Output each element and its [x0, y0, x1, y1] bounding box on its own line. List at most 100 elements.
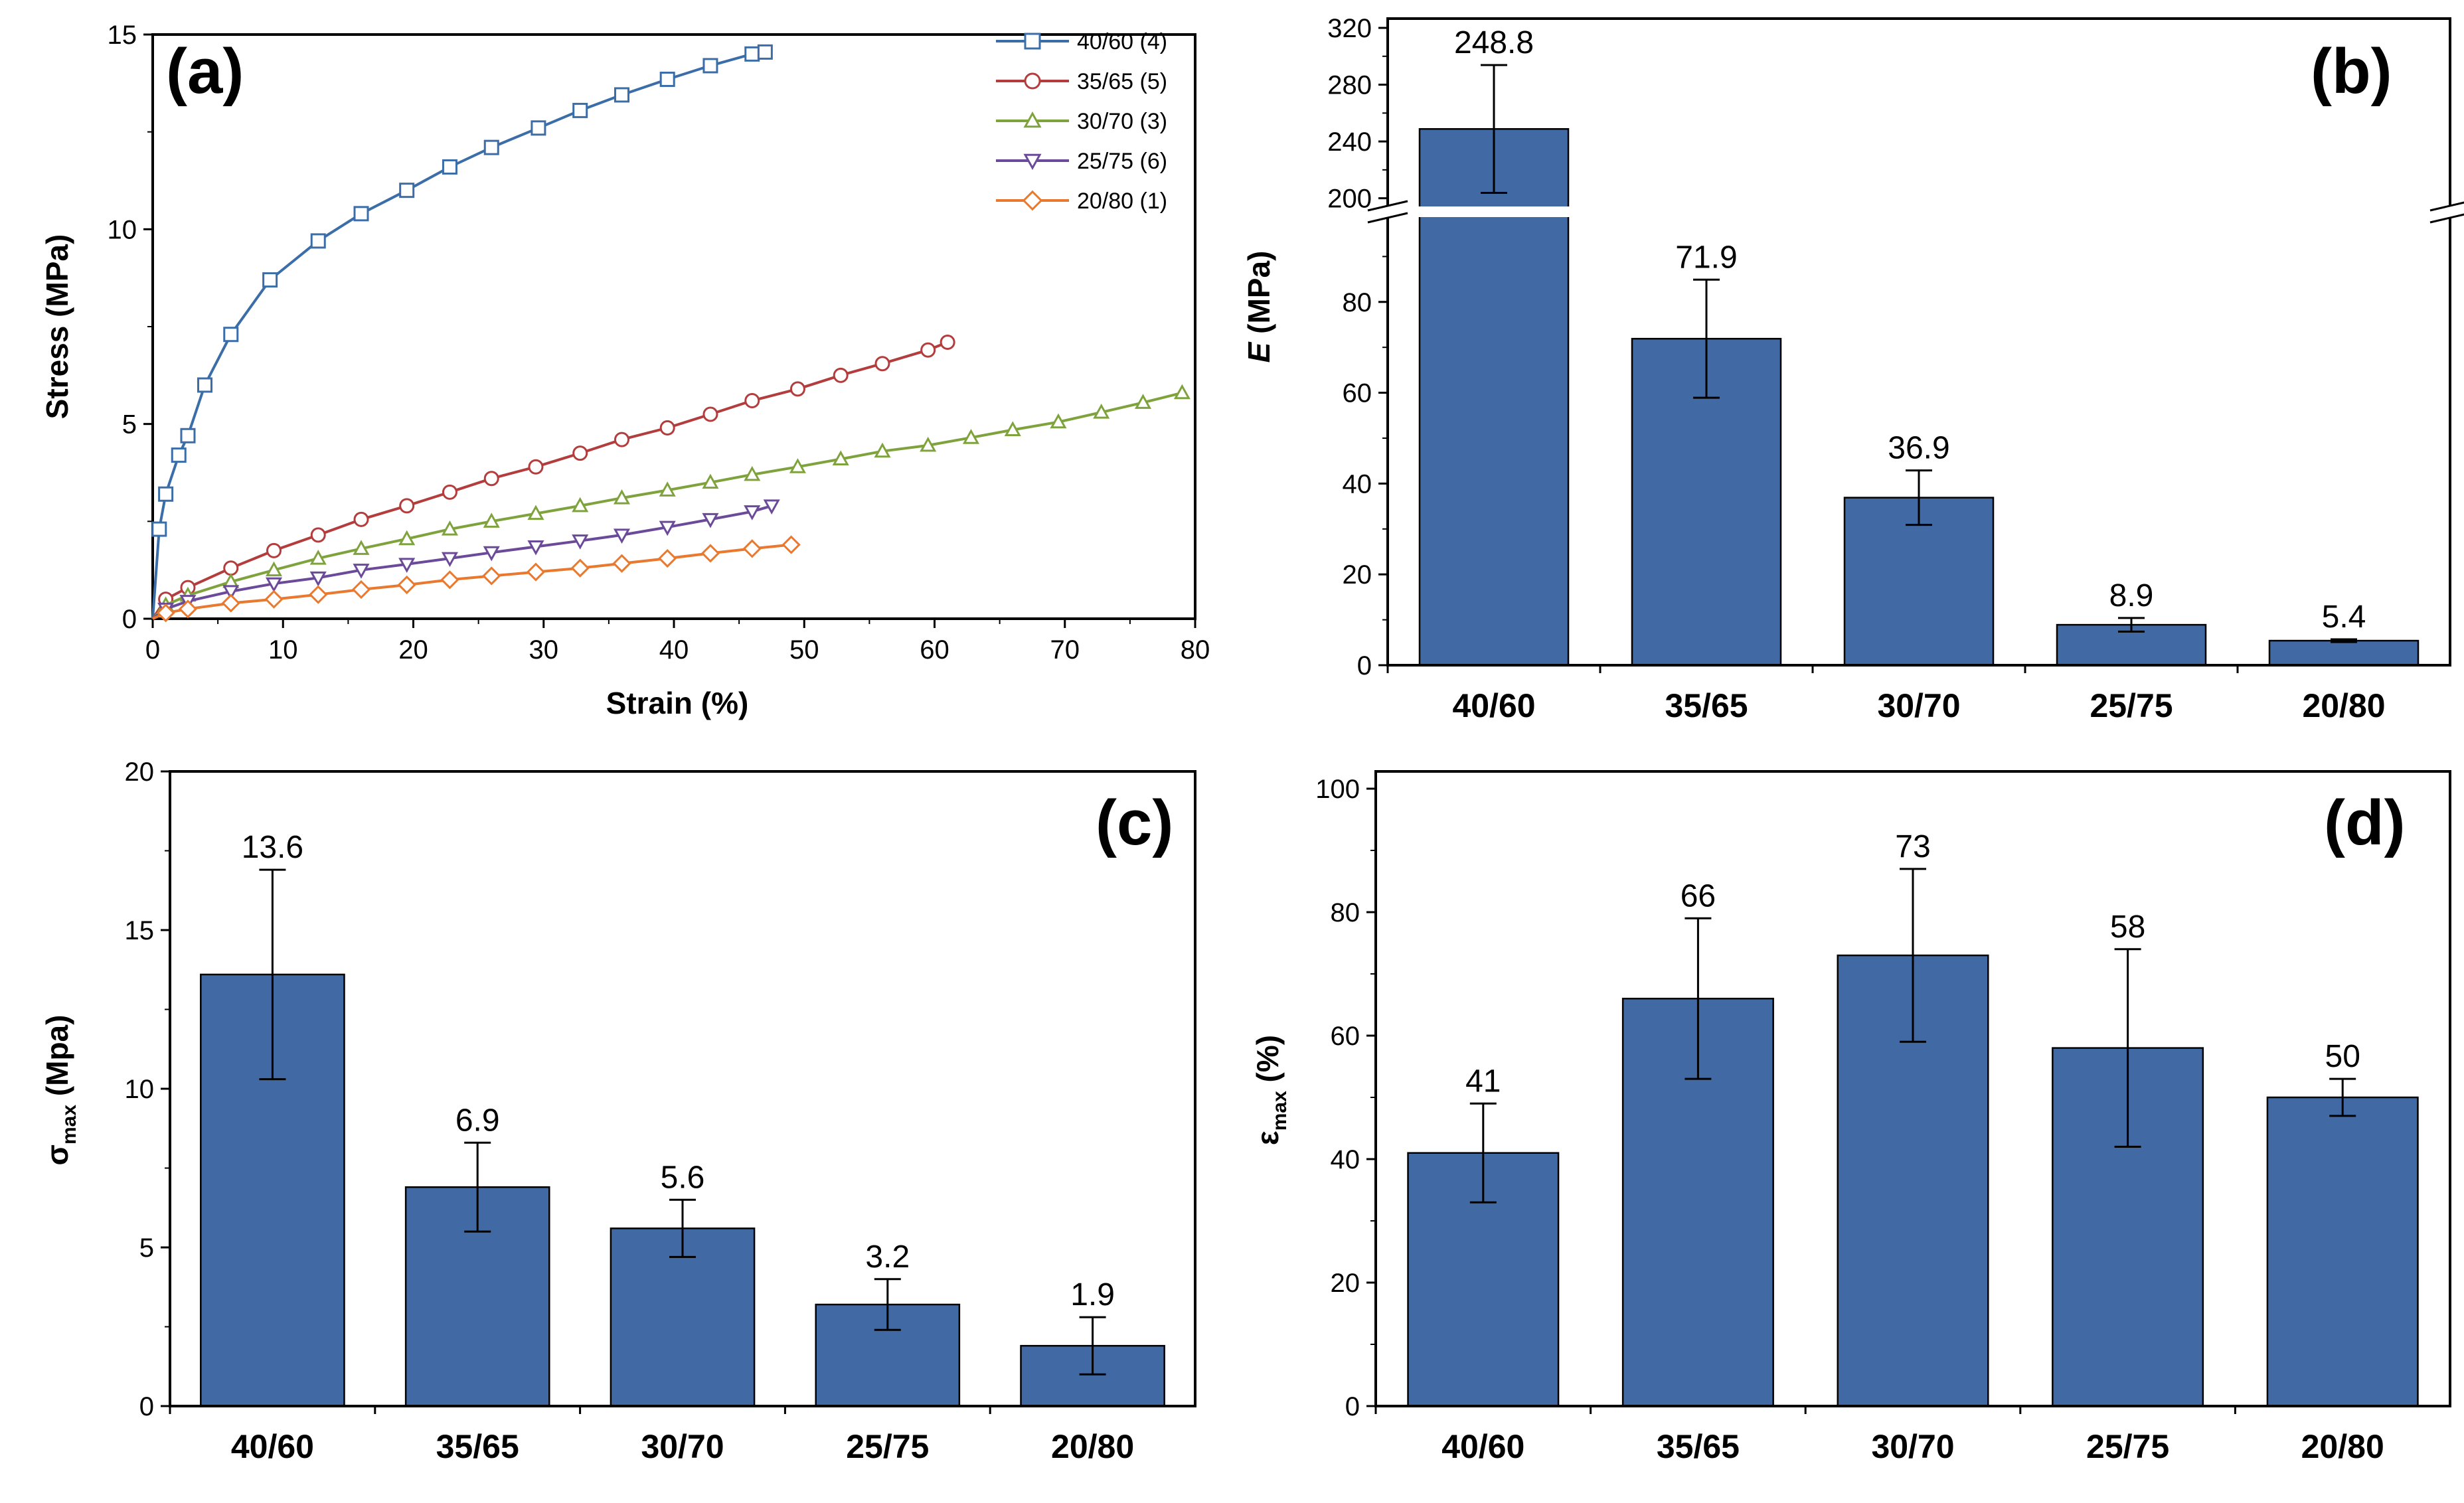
data-point — [531, 120, 546, 136]
error-bar — [2118, 617, 2145, 633]
error-bar — [1469, 1102, 1497, 1204]
panel-d-y-ticks: 0 20 40 60 80 100 — [1315, 775, 1376, 1421]
panel-d-bars — [1407, 868, 2419, 1407]
panel-a-x-axis-label: Strain (%) — [606, 686, 749, 720]
y-tick-label: 0 — [1357, 651, 1372, 680]
panel-d-y-axis-unit: (%) — [1250, 1035, 1285, 1091]
y-tick-label: 320 — [1327, 14, 1372, 43]
panel-d-frame — [1374, 770, 2451, 1407]
data-point — [353, 564, 370, 579]
data-point — [197, 377, 212, 393]
data-point — [397, 575, 416, 595]
data-point — [399, 498, 415, 514]
data-point — [613, 528, 631, 544]
category-label: 30/70 — [641, 1428, 724, 1465]
data-point — [744, 392, 760, 408]
error-bar — [2329, 1077, 2356, 1117]
data-point — [171, 447, 187, 463]
data-point — [757, 44, 773, 60]
data-point — [702, 513, 719, 528]
data-point — [572, 102, 588, 118]
x-tick-label: 0 — [145, 635, 160, 665]
data-point — [483, 139, 499, 155]
x-tick-label: 80 — [1181, 635, 1210, 665]
legend-marker — [1023, 111, 1042, 128]
panel-d-y-axis-subscript: max — [1269, 1091, 1291, 1131]
data-point — [526, 562, 546, 582]
data-point — [310, 233, 326, 249]
y-tick-label: 0 — [122, 605, 137, 634]
value-label: 50 — [2325, 1039, 2360, 1074]
legend-marker — [1024, 33, 1041, 50]
data-point — [570, 558, 590, 578]
category-label: 35/65 — [1665, 687, 1748, 724]
data-point — [789, 381, 805, 397]
panel-b-bars — [1361, 64, 2464, 667]
data-point — [744, 505, 761, 520]
error-bar — [1693, 278, 1720, 399]
bar — [610, 1227, 756, 1407]
data-point — [442, 159, 457, 175]
data-point — [265, 577, 283, 593]
series-line — [151, 391, 1183, 620]
legend-marker — [1022, 190, 1043, 211]
data-point — [158, 486, 174, 502]
legend-label: 40/60 (4) — [1077, 29, 1167, 54]
y-tick-label: 240 — [1327, 127, 1372, 157]
legend-marker — [1024, 72, 1041, 90]
data-point — [264, 590, 284, 609]
panel-b-value-labels: 248.8 71.9 36.9 8.9 5.4 — [1454, 25, 2366, 635]
category-label: 40/60 — [1441, 1428, 1524, 1465]
bar — [1418, 128, 1570, 667]
data-point — [221, 593, 240, 613]
error-bar — [1684, 917, 1712, 1080]
data-point — [763, 499, 780, 514]
category-label: 40/60 — [231, 1428, 314, 1465]
data-point — [702, 473, 719, 489]
y-tick-label: 5 — [122, 410, 137, 439]
panel-c-y-axis-label: σmax (Mpa) — [40, 1015, 80, 1166]
category-label: 20/80 — [2302, 687, 2385, 724]
y-tick-label: 10 — [108, 215, 137, 244]
axis-break-mark — [2429, 201, 2464, 224]
data-point — [781, 535, 801, 554]
y-tick-label: 280 — [1327, 71, 1372, 100]
series-line — [151, 341, 948, 620]
data-point — [222, 585, 240, 601]
x-tick-label: 10 — [268, 635, 298, 665]
data-point — [1173, 384, 1191, 400]
y-tick-label: 15 — [125, 916, 155, 945]
data-point — [527, 540, 544, 556]
data-point — [572, 445, 588, 461]
category-label: 35/65 — [1657, 1428, 1740, 1465]
error-bar — [1481, 64, 1507, 194]
value-label: 5.6 — [661, 1160, 705, 1195]
data-point — [441, 520, 458, 536]
data-point — [614, 432, 629, 447]
panel-b-modulus: 0 20 40 60 80 200 240 280 320 40/60 35/65 30/70 25/… — [1242, 14, 2464, 724]
data-point — [659, 481, 676, 497]
data-point — [920, 436, 937, 452]
value-label: 3.2 — [865, 1239, 910, 1275]
value-label: 71.9 — [1675, 240, 1737, 275]
data-point — [612, 554, 631, 573]
data-point — [832, 450, 849, 465]
value-label: 5.4 — [2322, 599, 2366, 635]
category-label: 30/70 — [1871, 1428, 1954, 1465]
value-label: 41 — [1465, 1064, 1501, 1099]
series-20-80 — [152, 535, 801, 623]
panel-c-y-axis-subscript: max — [58, 1105, 80, 1145]
category-label: 35/65 — [436, 1428, 519, 1465]
panel-d-max-strain: 0 20 40 60 80 100 40/60 35/65 30/70 25/75 20/80 4… — [1250, 770, 2451, 1465]
panel-d-value-labels: 41 66 73 58 50 — [1465, 829, 2360, 1099]
data-point — [940, 334, 955, 350]
error-bar — [1079, 1316, 1106, 1376]
panel-c-y-axis-unit: (Mpa) — [40, 1015, 74, 1105]
data-point — [700, 544, 720, 563]
data-point — [156, 603, 175, 623]
panel-d-label: (d) — [2324, 787, 2406, 858]
value-label: 36.9 — [1888, 431, 1949, 466]
panel-a-stress-strain: 0 10 20 30 40 50 60 70 80 0 5 10 15 40/60 (4) 35/65 … — [40, 21, 1210, 720]
panel-a-y-axis-label: Stress (MPa) — [40, 234, 74, 420]
data-point — [614, 87, 629, 103]
